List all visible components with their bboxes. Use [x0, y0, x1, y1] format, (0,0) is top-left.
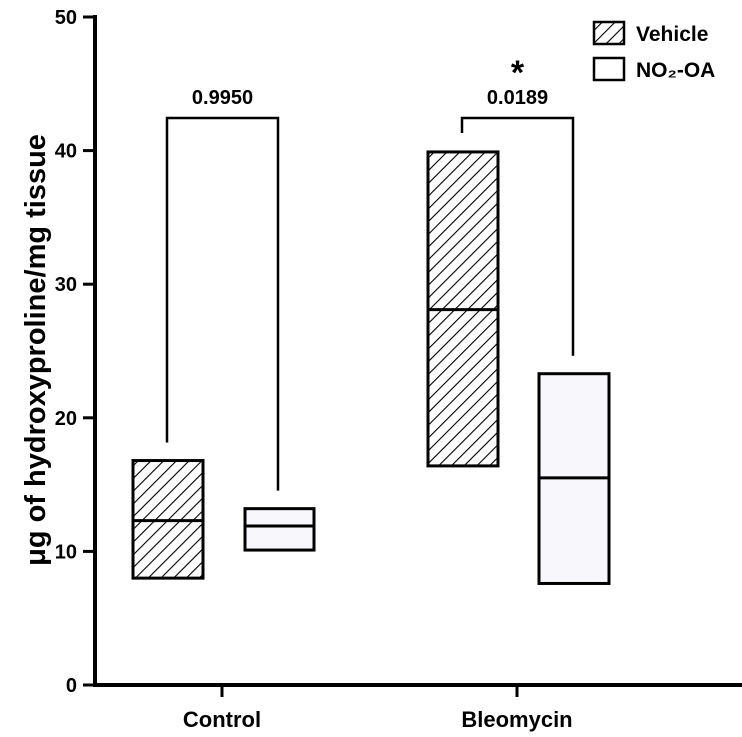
- y-tick-label: 10: [55, 541, 77, 563]
- y-axis-ticks: 0 10 20 30 40 50: [55, 7, 95, 697]
- x-axis-labels: Control Bleomycin: [183, 685, 573, 732]
- y-tick-label: 50: [55, 7, 77, 29]
- comparison-bracket: [165, 116, 280, 491]
- legend-label: NO₂-OA: [636, 59, 715, 82]
- x-tick-label: Bleomycin: [461, 707, 572, 732]
- y-tick-label: 40: [55, 141, 77, 163]
- legend-swatch-open: [592, 56, 626, 82]
- comparison-bracket: [460, 116, 575, 356]
- box-open-control: [243, 507, 316, 552]
- p-value-label: 0.9950: [192, 87, 253, 109]
- boxes: [131, 150, 611, 585]
- p-value-label: 0.0189: [487, 87, 548, 109]
- y-tick-label: 0: [66, 675, 77, 697]
- legend-label: Vehicle: [636, 23, 708, 46]
- y-tick-label: 30: [55, 274, 77, 296]
- axes: [93, 15, 742, 687]
- y-axis-label: μg of hydroxyproline/mg tissue: [20, 134, 52, 566]
- y-tick-label: 20: [55, 408, 77, 430]
- legend: Vehicle NO₂-OA: [592, 20, 715, 82]
- x-tick-label: Control: [183, 707, 261, 732]
- comparison-brackets: 0.9950 0.0189*: [165, 54, 575, 491]
- legend-swatch-hatched: [592, 20, 626, 46]
- significance-star: *: [511, 54, 525, 92]
